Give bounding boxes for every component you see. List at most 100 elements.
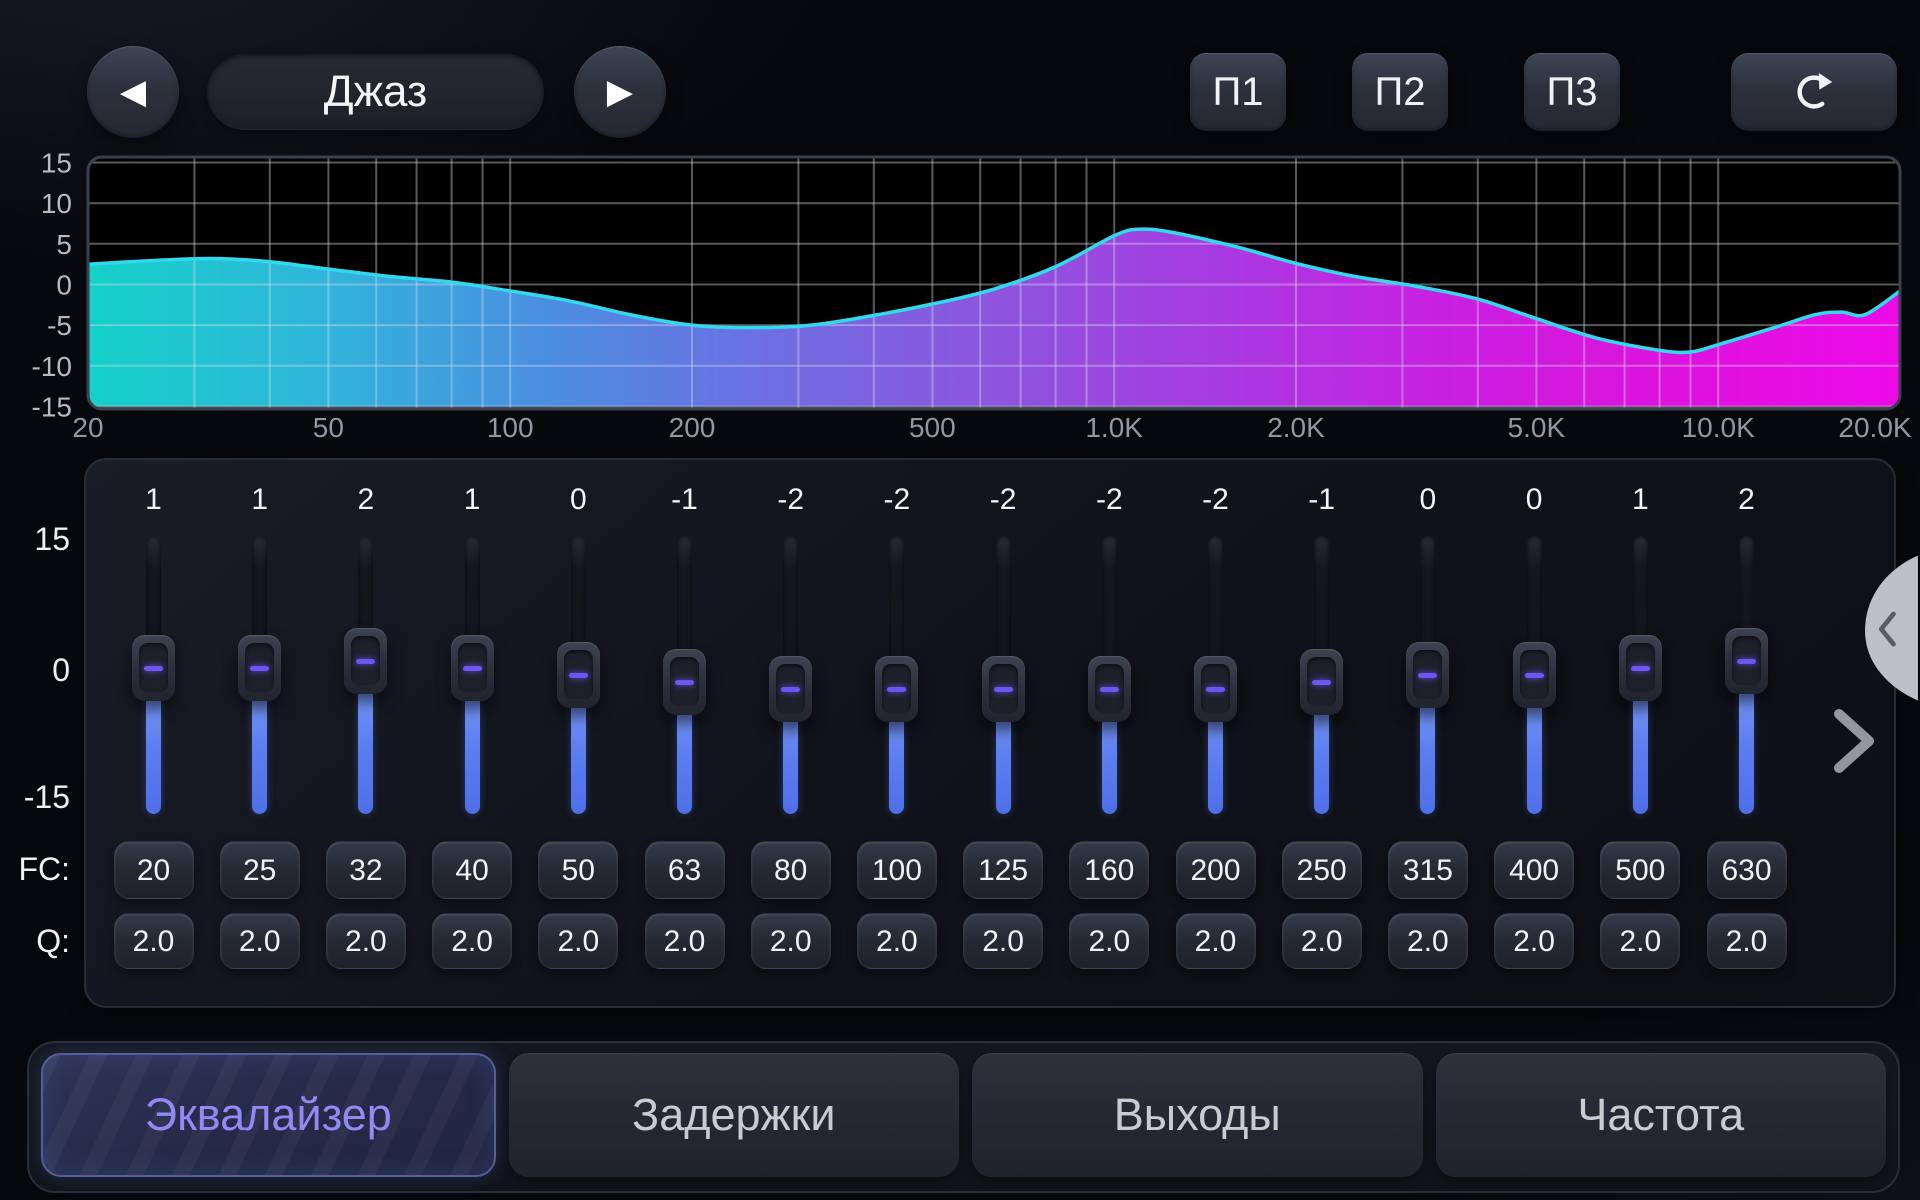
thumb-face — [1625, 643, 1655, 693]
band-q-chip[interactable]: 2.0 — [538, 913, 619, 969]
thumb-dash-icon — [993, 686, 1013, 692]
band-fc-chip[interactable]: 20 — [113, 841, 194, 899]
band-q-chip[interactable]: 2.0 — [113, 913, 194, 969]
expand-bands-button[interactable] — [1828, 704, 1880, 778]
band-q-chip[interactable]: 2.0 — [1281, 913, 1362, 969]
tab-frequency[interactable]: Частота — [1435, 1053, 1886, 1177]
band-fc-chip[interactable]: 100 — [856, 841, 937, 899]
tab-equalizer[interactable]: Эквалайзер — [41, 1053, 496, 1177]
previous-preset-button[interactable]: ◀ — [87, 46, 179, 138]
thumb-face — [988, 664, 1018, 714]
band-slider-thumb[interactable] — [1406, 642, 1450, 708]
thumb-dash-icon — [250, 665, 270, 671]
next-preset-button[interactable]: ▶ — [574, 46, 666, 138]
thumb-dash-icon — [1418, 672, 1438, 678]
band-fc-chip[interactable]: 500 — [1600, 841, 1681, 899]
band-slider-thumb[interactable] — [450, 635, 494, 701]
band-q-chip[interactable]: 2.0 — [1494, 913, 1575, 969]
band-q-chip[interactable]: 2.0 — [325, 913, 406, 969]
slider-scale-zero-label: 0 — [52, 652, 70, 688]
thumb-dash-icon — [1099, 686, 1119, 692]
band-slider-thumb[interactable] — [556, 642, 600, 708]
band-fc-chip[interactable]: 50 — [538, 841, 619, 899]
band-q-chip[interactable]: 2.0 — [856, 913, 937, 969]
preset-name-display[interactable]: Джаз — [207, 54, 544, 130]
band-slider-thumb[interactable] — [1087, 656, 1131, 722]
db-tick-label: 15 — [41, 148, 72, 179]
band-fc-chip[interactable]: 63 — [644, 841, 725, 899]
thumb-dash-icon — [1737, 658, 1756, 664]
band-slider-thumb[interactable] — [238, 635, 282, 701]
graph-border — [86, 155, 1902, 411]
slider-scale-top-label: 15 — [34, 521, 70, 557]
tab-delays[interactable]: Задержки — [508, 1053, 959, 1177]
band-gain-value: -2 — [1095, 483, 1123, 516]
band-slider-thumb[interactable] — [981, 656, 1025, 722]
band-q-chip[interactable]: 2.0 — [432, 913, 513, 969]
band-slider-thumb[interactable] — [1512, 642, 1556, 708]
band-slider-thumb[interactable] — [1725, 628, 1768, 694]
freq-tick-label: 50 — [313, 412, 344, 443]
band-q-chip[interactable]: 2.0 — [963, 913, 1044, 969]
band-slider-fill — [677, 682, 692, 814]
band-gain-value: 1 — [145, 483, 162, 516]
band-slider-thumb[interactable] — [1300, 649, 1344, 715]
eq-curve-fill — [88, 229, 1900, 407]
freq-tick-label: 2.0K — [1267, 412, 1325, 443]
preset-slot-3-label: П3 — [1546, 69, 1598, 114]
thumb-dash-icon — [1630, 665, 1650, 671]
band-fc-chip[interactable]: 40 — [432, 841, 513, 899]
tab-outputs[interactable]: Выходы — [972, 1053, 1423, 1177]
band-fc-chip[interactable]: 630 — [1706, 841, 1787, 899]
band-gain-value: 0 — [1419, 483, 1437, 516]
band-gain-value: 1 — [1631, 483, 1649, 516]
thumb-dash-icon — [1312, 679, 1332, 685]
band-gain-value: -2 — [883, 483, 911, 516]
band-q-chip[interactable]: 2.0 — [1069, 913, 1150, 969]
band-q-chip[interactable]: 2.0 — [219, 913, 300, 969]
band-q-chip[interactable]: 2.0 — [1175, 913, 1256, 969]
band-slider-thumb[interactable] — [875, 656, 919, 722]
db-axis-labels: 15 10 5 0 -5 -10 -15 — [32, 148, 72, 423]
band-fc-chip[interactable]: 25 — [219, 841, 300, 899]
band-q-chip[interactable]: 2.0 — [1387, 913, 1468, 969]
band-gain-value: -2 — [1202, 483, 1229, 516]
band-slider-fill — [464, 668, 480, 814]
thumb-face — [351, 636, 381, 686]
band-fc-chip[interactable]: 315 — [1387, 841, 1468, 899]
band-slider-fill — [252, 668, 268, 814]
preset-slot-1-button[interactable]: П1 — [1190, 53, 1286, 131]
band-slider-thumb[interactable] — [663, 649, 706, 715]
thumb-face — [882, 664, 912, 714]
band-q-chip[interactable]: 2.0 — [644, 913, 725, 969]
band-gain-value: 0 — [569, 483, 587, 516]
band-slider-thumb[interactable] — [344, 628, 388, 694]
db-tick-label: -10 — [32, 351, 72, 382]
thumb-dash-icon — [144, 665, 163, 671]
band-slider-thumb[interactable] — [769, 656, 813, 722]
band-slider-thumb[interactable] — [1618, 635, 1662, 701]
side-panel-handle[interactable] — [1850, 550, 1920, 710]
band-fc-chip[interactable]: 32 — [325, 841, 406, 899]
band-gain-value: -2 — [777, 483, 805, 516]
band-slider-fill — [570, 675, 586, 814]
band-fc-chip[interactable]: 400 — [1494, 841, 1575, 899]
band-slider-thumb[interactable] — [132, 635, 175, 701]
reset-eq-button[interactable] — [1731, 53, 1897, 131]
band-q-chip[interactable]: 2.0 — [750, 913, 831, 969]
bottom-tab-bar: Эквалайзер Задержки Выходы Частота — [27, 1041, 1900, 1193]
band-fc-chip[interactable]: 80 — [750, 841, 831, 899]
preset-slot-3-button[interactable]: П3 — [1524, 53, 1620, 131]
band-slider-thumb[interactable] — [1194, 656, 1237, 722]
thumb-dash-icon — [1524, 672, 1544, 678]
band-fc-chip[interactable]: 125 — [963, 841, 1044, 899]
band-q-chip[interactable]: 2.0 — [1600, 913, 1681, 969]
band-fc-chip[interactable]: 160 — [1069, 841, 1150, 899]
band-fc-chip[interactable]: 250 — [1281, 841, 1362, 899]
band-q-chip[interactable]: 2.0 — [1706, 913, 1787, 969]
band-fc-chip[interactable]: 200 — [1175, 841, 1256, 899]
band-slider-fill — [1420, 675, 1436, 814]
preset-slot-2-button[interactable]: П2 — [1352, 53, 1448, 131]
